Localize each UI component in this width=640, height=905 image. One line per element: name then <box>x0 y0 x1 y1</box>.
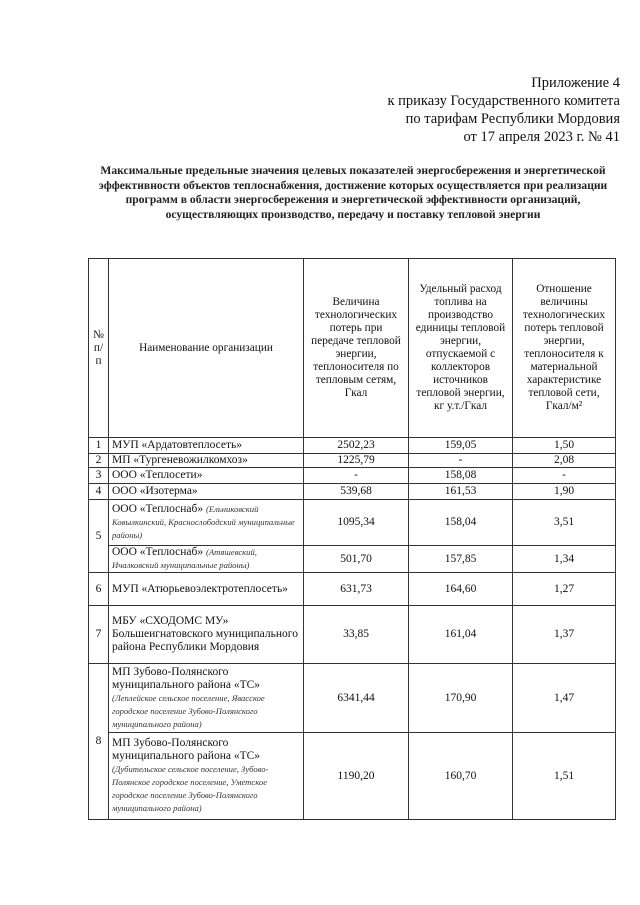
table-row: 3 ООО «Теплосети» -158,08- <box>88 467 616 484</box>
table-row: МП Зубово-Полянского муниципального райо… <box>89 732 616 820</box>
organization-note: (Дубительское сельское поселение, Зубово… <box>112 764 269 813</box>
fuel-value: 161,53 <box>408 483 513 500</box>
loss-value: 1190,20 <box>303 732 409 820</box>
table-row: 2 МП «Тургеневожилкомхоз» 1225,79-2,08 <box>88 453 616 468</box>
table-row: 7 МБУ «СХОДОМС МУ» Большеигнатовского мун… <box>88 605 616 664</box>
ratio-value: 1,51 <box>512 732 616 820</box>
row-number: 4 <box>88 483 109 500</box>
loss-value: 501,70 <box>303 545 409 573</box>
organization-cell: ООО «Изотерма» <box>108 483 304 500</box>
loss-value: 33,85 <box>303 605 409 664</box>
loss-value: - <box>303 467 409 484</box>
organization-note: (Леплейское сельское поселение, Явасское… <box>112 692 265 729</box>
appendix-header: Приложение 4 к приказу Государственного … <box>387 74 620 146</box>
ratio-value: 2,08 <box>512 453 616 468</box>
row-number: 3 <box>88 467 109 484</box>
organization-name: МП Зубово-Полянского муниципального райо… <box>112 737 261 762</box>
ratio-value: 1,34 <box>512 545 616 573</box>
loss-value: 539,68 <box>303 483 409 500</box>
organization-name: МП «Тургеневожилкомхоз» <box>112 454 248 466</box>
header-losses: Величина технологических потерь при пере… <box>303 258 409 438</box>
loss-value: 631,73 <box>303 572 409 606</box>
ratio-value: 1,90 <box>512 483 616 500</box>
organization-name: ООО «Теплосети» <box>112 469 203 481</box>
organization-name: ООО «Теплоснаб» <box>112 503 204 515</box>
table-row: 6 МУП «Атюрьевоэлектротеплосеть» 631,73 164… <box>88 572 616 606</box>
fuel-value: - <box>408 453 513 468</box>
table-row: 5 ООО «Теплоснаб» (Ельниковский Ковылкинс… <box>88 499 616 573</box>
organization-cell: ООО «Теплоснаб» (Ельниковский Ковылкинск… <box>108 499 304 546</box>
fuel-value: 157,85 <box>408 545 513 573</box>
organization-note: (Атяшевский, Ичалковский муниципальные р… <box>112 547 257 570</box>
organization-cell: МП Зубово-Полянского муниципального райо… <box>108 732 304 820</box>
appendix-line: к приказу Государственного комитета <box>387 93 620 109</box>
appendix-line: Приложение 4 <box>531 75 620 91</box>
table-row: ООО «Теплоснаб» (Атяшевский, Ичалковский… <box>89 545 616 573</box>
organization-cell: МУП «Атюрьевоэлектротеплосеть» <box>108 572 304 606</box>
loss-value: 6341,44 <box>303 663 409 733</box>
fuel-value: 160,70 <box>408 732 513 820</box>
fuel-value: 158,08 <box>408 467 513 484</box>
organization-name: МБУ «СХОДОМС МУ» Большеигнатовского муни… <box>112 615 298 653</box>
fuel-value: 161,04 <box>408 605 513 664</box>
organization-name: МП Зубово-Полянского муниципального райо… <box>112 665 261 691</box>
fuel-value: 158,04 <box>408 499 513 546</box>
organization-name: ООО «Изотерма» <box>112 485 198 497</box>
organization-name: МУП «Ардатовтеплосеть» <box>112 439 243 451</box>
ratio-value: 3,51 <box>512 499 616 546</box>
fuel-value: 164,60 <box>408 572 513 606</box>
organization-name: ООО «Теплоснаб» <box>112 546 204 558</box>
header-organization: Наименование организации <box>108 258 304 438</box>
table-row: 4 ООО «Изотерма» 539,68 161,53 1,90 <box>88 483 616 500</box>
row-number: 5 <box>88 499 109 573</box>
indicators-table: № п/п Наименование организации Величина … <box>88 258 616 820</box>
ratio-value: 1,50 <box>512 437 616 454</box>
table-row: 1 МУП «Ардатовтеплосеть» 2502,23 159,05 1,50 <box>88 437 616 454</box>
ratio-value: - <box>512 467 616 484</box>
ratio-value: 1,37 <box>512 605 616 664</box>
loss-value: 2502,23 <box>303 437 409 454</box>
row-number: 7 <box>88 605 109 664</box>
organization-cell: МП Зубово-Полянского муниципального райо… <box>108 663 304 733</box>
organization-note: (Ельниковский Ковылкинский, Краснослобод… <box>112 504 295 540</box>
ratio-value: 1,27 <box>512 572 616 606</box>
row-number: 1 <box>88 437 109 454</box>
header-number: № п/п <box>88 258 109 438</box>
row-number: 8 <box>88 663 109 820</box>
organization-cell: ООО «Теплоснаб» (Атяшевский, Ичалковский… <box>108 545 304 573</box>
appendix-line: по тарифам Республики Мордовия <box>405 111 620 127</box>
organization-cell: МБУ «СХОДОМС МУ» Большеигнатовского муни… <box>108 605 304 664</box>
ratio-value: 1,47 <box>512 663 616 733</box>
organization-cell: МП «Тургеневожилкомхоз» <box>108 453 304 468</box>
document-title: Максимальные предельные значения целевых… <box>98 164 608 221</box>
organization-cell: МУП «Ардатовтеплосеть» <box>108 437 304 454</box>
table-row: 8 МП Зубово-Полянского муниципального рай… <box>88 663 616 820</box>
header-fuel: Удельный расход топлива на производство … <box>408 258 513 438</box>
organization-name: МУП «Атюрьевоэлектротеплосеть» <box>112 582 288 595</box>
appendix-line: от 17 апреля 2023 г. № 41 <box>463 129 620 145</box>
fuel-value: 170,90 <box>408 663 513 733</box>
row-number: 2 <box>88 453 109 468</box>
loss-value: 1225,79 <box>303 453 409 468</box>
row-number: 6 <box>88 572 109 606</box>
fuel-value: 159,05 <box>408 437 513 454</box>
header-ratio: Отношение величины технологических потер… <box>512 258 616 438</box>
loss-value: 1095,34 <box>303 499 409 546</box>
organization-cell: ООО «Теплосети» <box>108 467 304 484</box>
